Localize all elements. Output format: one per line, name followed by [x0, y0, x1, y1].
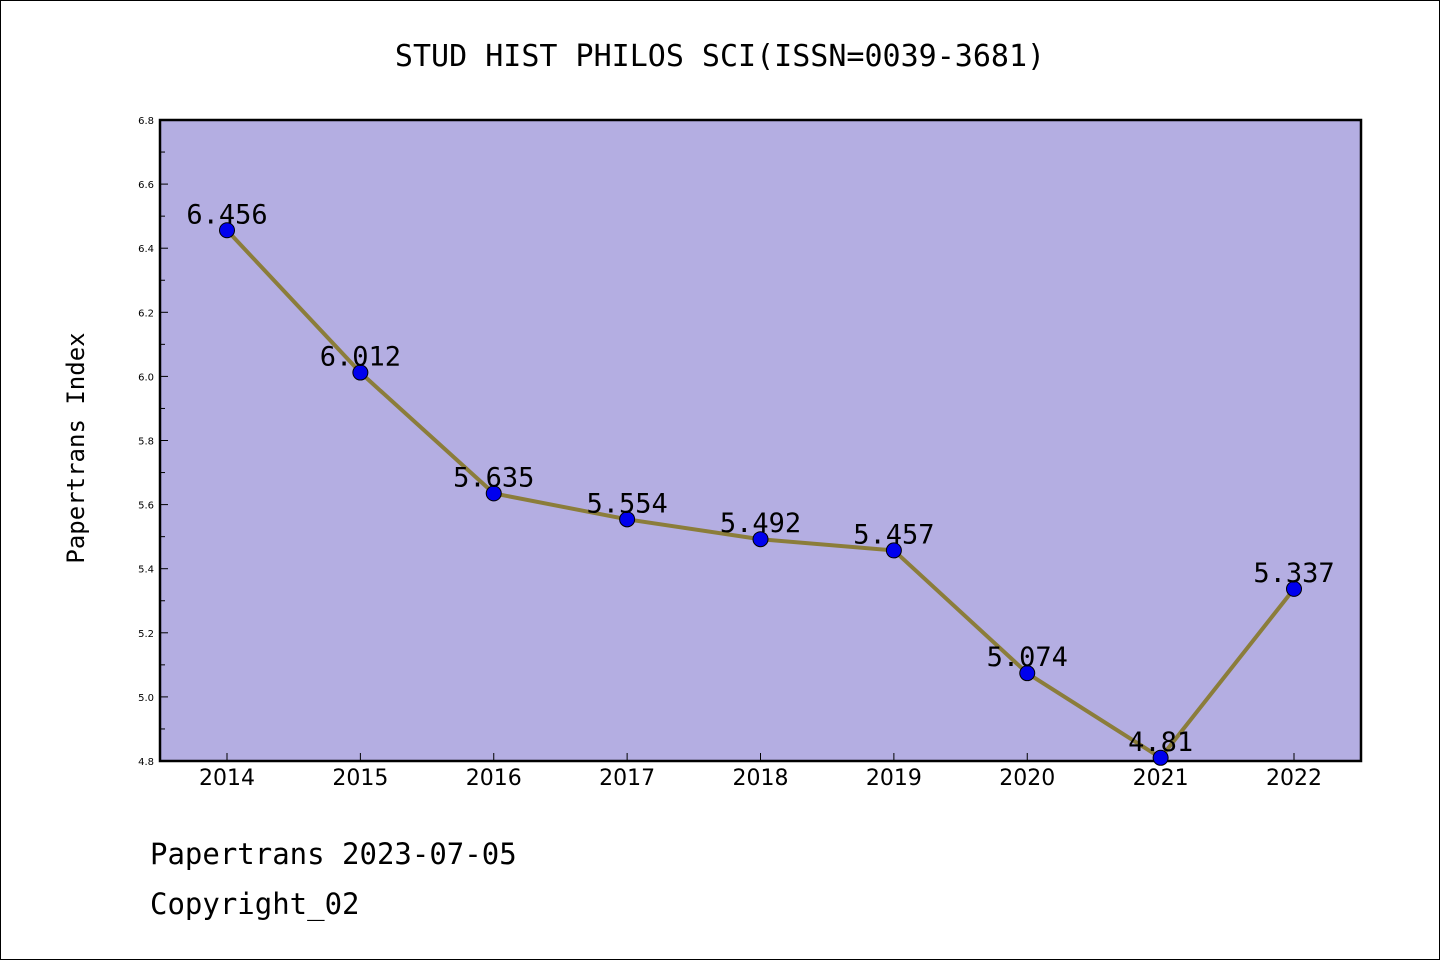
data-label-2018: 5.492 — [720, 508, 801, 539]
y-tick-label: 6.0 — [138, 372, 154, 383]
x-tick-label-2015: 2015 — [332, 766, 388, 791]
x-tick-label-2022: 2022 — [1266, 766, 1322, 791]
data-point-2022 — [1286, 580, 1302, 597]
data-label-2016: 5.635 — [453, 462, 534, 493]
y-tick-label: 6.6 — [138, 180, 154, 191]
y-tick-label: 5.0 — [138, 693, 154, 704]
data-point-2015 — [352, 364, 369, 381]
plot-area — [158, 118, 1363, 763]
data-label-2014: 6.456 — [186, 199, 267, 230]
y-axis: 4.8 5.0 5.2 5.4 5.6 5.8 6.0 6.2 6.4 6.6 6.8 — [138, 116, 168, 768]
y-tick-label: 5.8 — [138, 437, 154, 448]
data-point-2020 — [1019, 665, 1036, 682]
data-labels: 6.456 6.012 5.635 5.554 5.492 5.457 5.074 4.81 5… — [186, 199, 1334, 758]
x-axis: 2014 2015 2016 2017 2018 2019 2020 2021 2022 — [199, 753, 1322, 791]
data-label-2021: 4.81 — [1128, 727, 1193, 758]
data-label-2015: 6.012 — [320, 342, 401, 373]
y-tick-label: 5.6 — [138, 501, 154, 512]
data-label-2017: 5.554 — [586, 488, 667, 519]
y-tick-label: 6.4 — [138, 244, 154, 255]
x-tick-label-2017: 2017 — [599, 766, 655, 791]
x-tick-label-2016: 2016 — [466, 766, 522, 791]
data-label-2020: 5.074 — [987, 642, 1068, 673]
data-point-2014 — [219, 222, 235, 239]
x-tick-label-2014: 2014 — [199, 766, 255, 791]
y-tick-label: 5.2 — [138, 629, 154, 640]
data-point-2021 — [1152, 749, 1169, 766]
x-tick-label-2018: 2018 — [733, 766, 789, 791]
data-point-2019 — [885, 542, 902, 559]
x-tick-label-2019: 2019 — [866, 766, 922, 791]
series-papertrans-index — [219, 222, 1302, 766]
y-axis-label: Papertrans Index — [62, 332, 90, 563]
y-tick-label: 4.8 — [138, 757, 154, 768]
x-tick-label-2020: 2020 — [999, 766, 1055, 791]
chart-title: STUD HIST PHILOS SCI(ISSN=0039-3681) — [395, 39, 1045, 74]
y-tick-label: 6.8 — [138, 116, 154, 127]
data-point-2018 — [752, 531, 769, 548]
footer-copyright: Copyright_02 — [150, 887, 360, 922]
footer-date: Papertrans 2023-07-05 — [150, 837, 517, 871]
x-tick-label-2021: 2021 — [1133, 766, 1189, 791]
data-point-2016 — [485, 485, 502, 502]
y-tick-label: 6.2 — [138, 308, 154, 319]
y-tick-label: 5.4 — [138, 565, 154, 576]
data-point-2017 — [619, 511, 636, 528]
data-label-2022: 5.337 — [1253, 558, 1334, 589]
data-label-2019: 5.457 — [853, 519, 934, 550]
